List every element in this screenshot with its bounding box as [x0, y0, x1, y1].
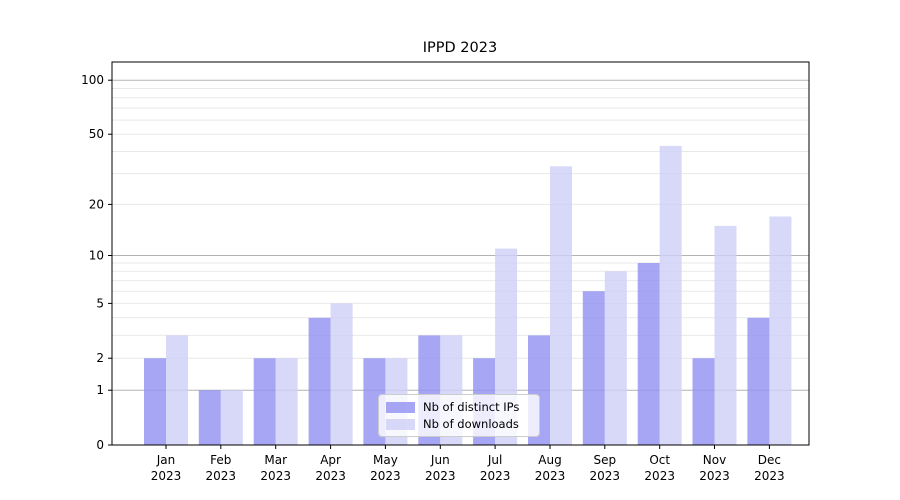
bar [550, 166, 572, 446]
bar [166, 335, 188, 445]
x-tick-label: Sep 2023 [590, 453, 621, 483]
bar [330, 303, 353, 445]
legend-item-downloads: Nb of downloads [386, 417, 533, 431]
bar [582, 291, 605, 445]
x-tick-label: Apr 2023 [315, 453, 346, 483]
legend-label-distinct-ips: Nb of distinct IPs [423, 400, 520, 414]
bar [692, 358, 715, 445]
bar [144, 358, 166, 445]
y-tick-label: 10 [89, 249, 104, 263]
bar [220, 390, 243, 445]
x-tick-label: May 2023 [370, 453, 401, 483]
legend-swatch-downloads-icon [386, 418, 415, 430]
bar [659, 145, 682, 445]
bar [604, 271, 627, 445]
plot-frame [111, 61, 810, 446]
legend-label-downloads: Nb of downloads [423, 417, 519, 431]
chart-title: IPPD 2023 [423, 40, 497, 56]
bar [275, 358, 298, 445]
x-axis: Jan 2023 Feb 2023 Mar 2023 Apr 2023 May 2023 Jun 20… [151, 445, 785, 483]
x-tick-label: Feb 2023 [206, 453, 237, 483]
x-tick-label: Jul 2023 [480, 453, 511, 483]
bar [637, 263, 660, 445]
bar [308, 317, 331, 445]
bar [198, 390, 221, 445]
x-tick-label: Nov 2023 [699, 453, 730, 483]
y-tick-label: 100 [81, 73, 104, 87]
y-tick-label: 0 [96, 438, 104, 452]
bar [769, 216, 792, 445]
y-axis: 0 1 2 5 10 20 50 100 [81, 73, 112, 452]
y-tick-label: 2 [96, 351, 104, 365]
y-tick-label: 5 [96, 296, 104, 310]
x-tick-label: Jun 2023 [425, 453, 456, 483]
y-tick-label: 1 [96, 383, 104, 397]
bar [253, 358, 276, 445]
x-tick-label: Jan 2023 [151, 453, 182, 483]
x-tick-label: Dec 2023 [754, 453, 785, 483]
legend-swatch-distinct-ips-icon [386, 401, 415, 413]
bar [714, 225, 737, 445]
y-tick-label: 50 [89, 127, 104, 141]
plot-border [111, 61, 810, 446]
x-tick-label: Mar 2023 [260, 453, 291, 483]
legend-item-distinct-ips: Nb of distinct IPs [386, 400, 533, 414]
bar [747, 317, 770, 445]
x-tick-label: Aug 2023 [535, 453, 566, 483]
legend: Nb of distinct IPs Nb of downloads [378, 394, 540, 437]
x-tick-label: Oct 2023 [644, 453, 675, 483]
y-tick-label: 20 [89, 197, 104, 211]
